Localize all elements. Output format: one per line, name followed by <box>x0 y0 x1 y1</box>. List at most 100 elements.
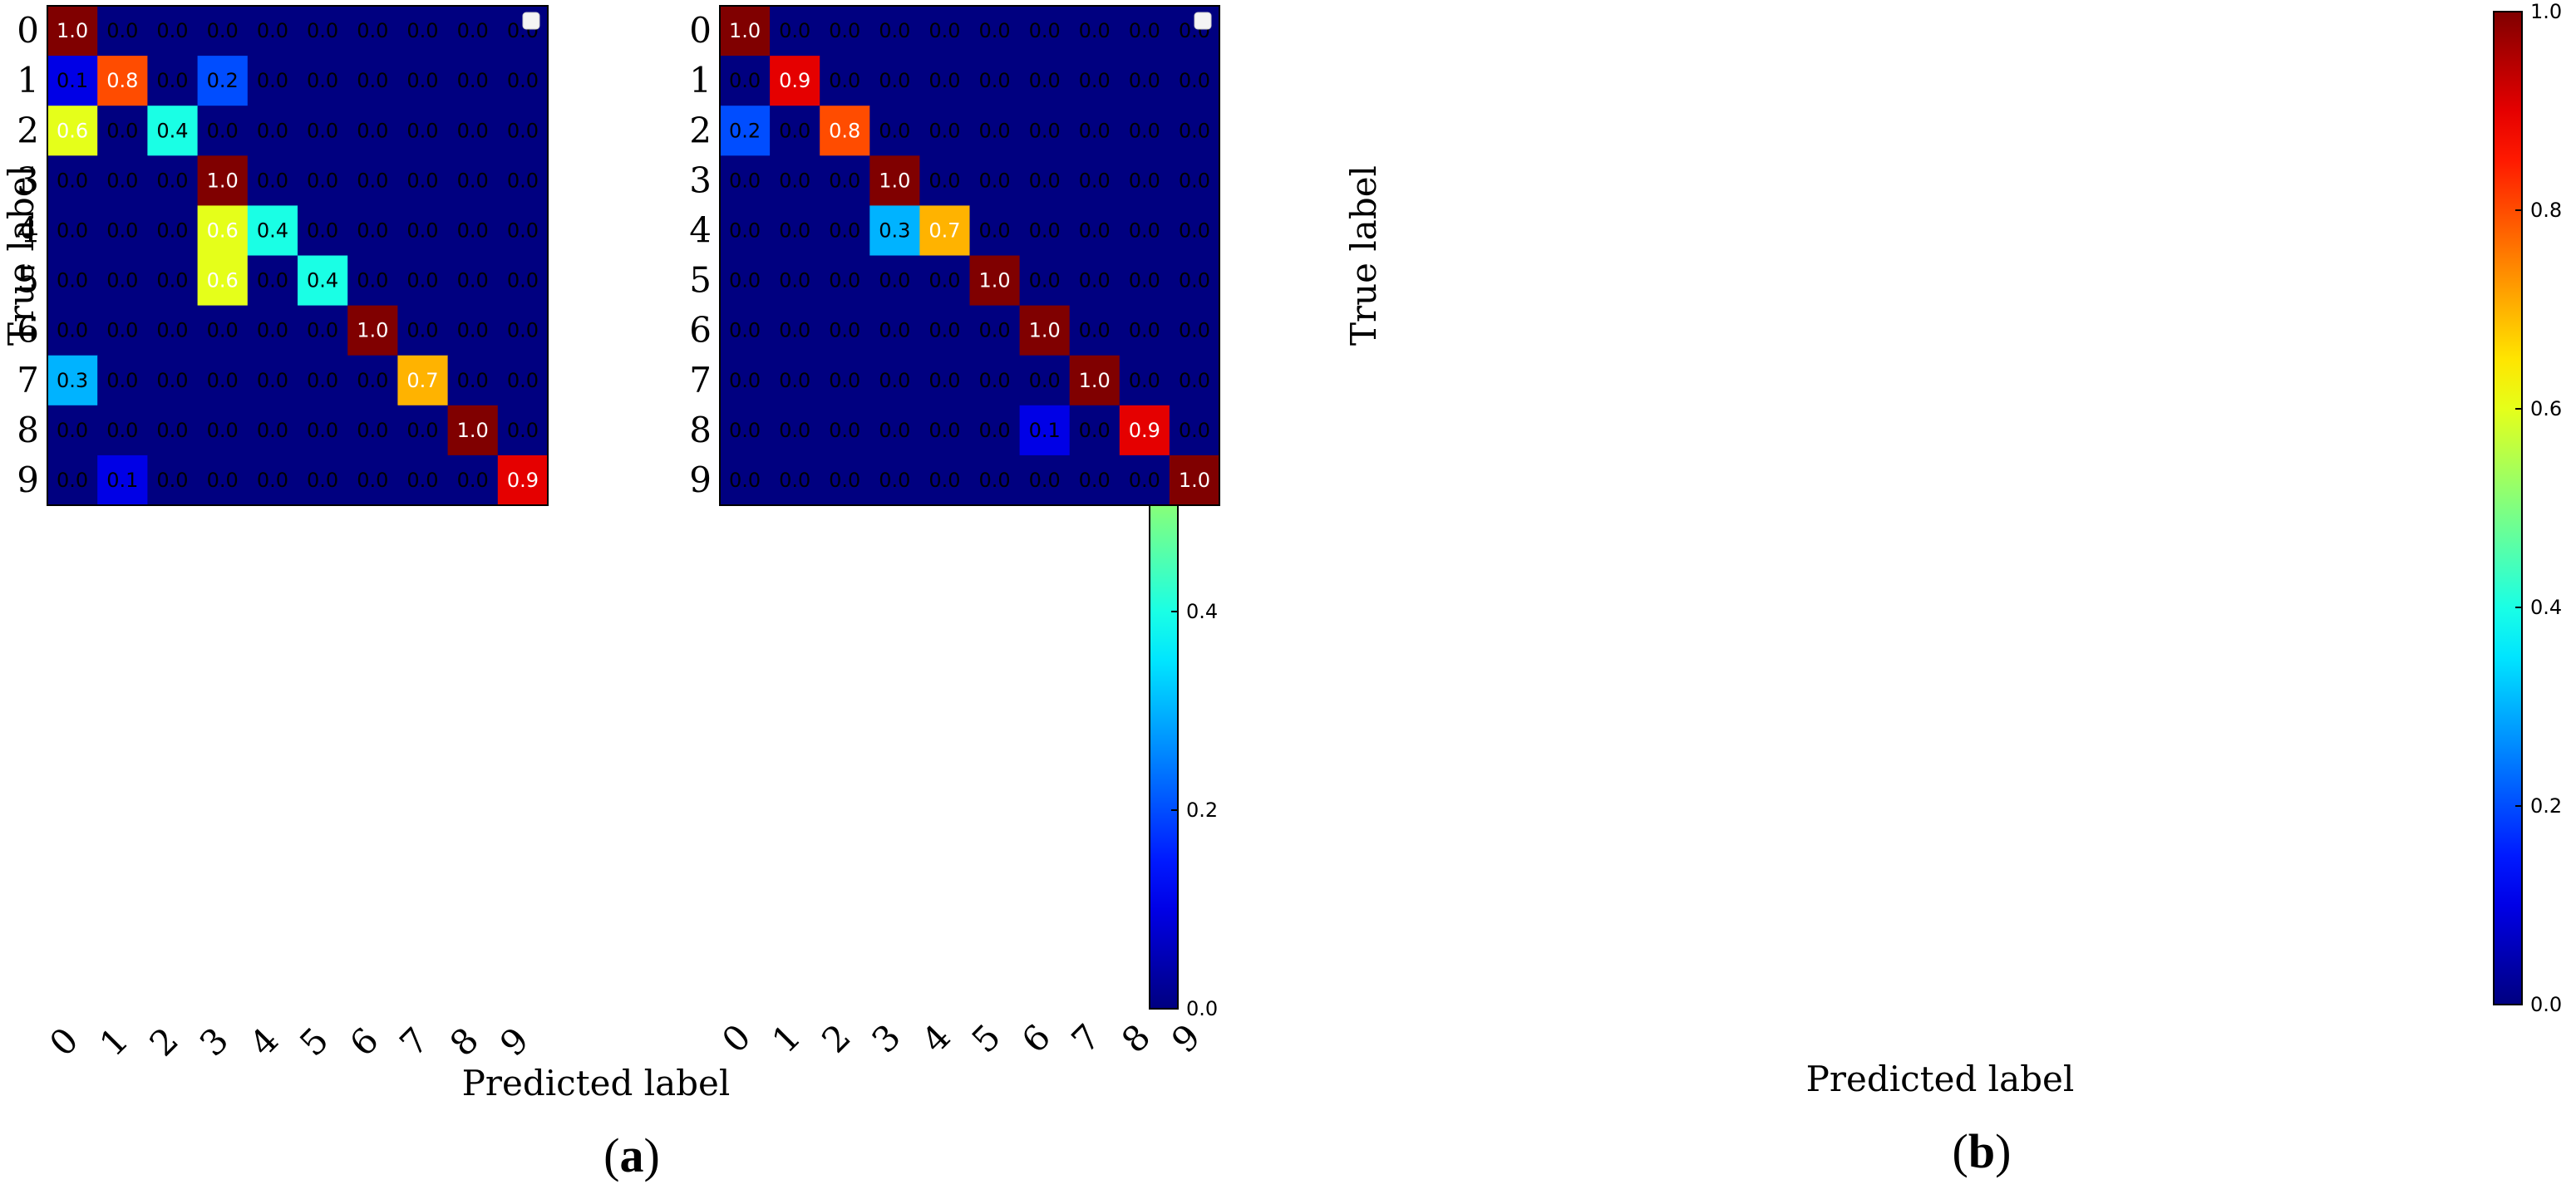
heatmap-cell <box>1119 305 1170 356</box>
cell-value-label: 0.7 <box>406 369 438 392</box>
cell-value-label: 0.0 <box>307 369 338 392</box>
cell-value-label: 0.0 <box>879 19 910 42</box>
cell-value-label: 0.0 <box>106 269 138 292</box>
cell-value-label: 0.0 <box>1179 269 1210 292</box>
heatmap-cell <box>969 6 1021 57</box>
cell-value-label: 0.0 <box>1029 69 1061 92</box>
cell-value-label: 0.0 <box>207 119 239 142</box>
heatmap-cell <box>298 106 348 156</box>
heatmap-cell <box>247 6 298 57</box>
heatmap-cell <box>820 355 870 406</box>
cell-value-label: 0.4 <box>307 269 338 292</box>
cell-value-label: 0.0 <box>307 119 338 142</box>
cell-value-label: 0.0 <box>1029 119 1061 142</box>
heatmap-cell <box>770 305 820 356</box>
heatmap-cell <box>397 405 449 456</box>
heatmap-cell <box>820 255 870 307</box>
heatmap-cell <box>347 305 398 356</box>
heatmap-cell <box>969 155 1021 206</box>
cell-value-label: 0.0 <box>1129 69 1160 92</box>
heatmap-cell <box>447 255 499 307</box>
cell-value-label: 0.0 <box>978 369 1010 392</box>
cell-value-label: 0.0 <box>257 419 288 442</box>
heatmap-cell <box>47 205 98 257</box>
cell-value-label: 0.0 <box>507 319 539 342</box>
cell-value-label: 0.3 <box>57 369 88 392</box>
heatmap-cell <box>247 56 298 106</box>
cell-value-label: 0.0 <box>779 469 810 492</box>
x-tick-label: 5 <box>964 1016 1009 1061</box>
colorbar-tick-label: 0.6 <box>2530 397 2562 420</box>
plot-frame <box>719 5 1220 506</box>
heatmap-cell <box>919 455 971 506</box>
heatmap-cell <box>47 106 98 156</box>
cell-value-label: 0.0 <box>978 219 1010 242</box>
heatmap-cell <box>497 56 549 106</box>
heatmap-cell <box>298 355 348 406</box>
cell-value-label: 0.0 <box>257 69 288 92</box>
heatmap-cell <box>1069 106 1121 156</box>
cell-value-label: 0.1 <box>106 469 138 492</box>
cell-value-label: 0.0 <box>357 119 388 142</box>
cell-value-label: 0.0 <box>457 269 489 292</box>
heatmap-cell <box>720 405 771 456</box>
cell-value-label: 0.0 <box>457 19 489 42</box>
cell-value-label: 0.0 <box>879 469 910 492</box>
heatmap-cell <box>497 106 549 156</box>
heatmap-cell <box>147 355 199 406</box>
cell-value-label: 0.0 <box>829 319 860 342</box>
cell-value-label: 0.0 <box>729 69 761 92</box>
plot-frame <box>47 5 549 506</box>
heatmap-cell <box>720 56 771 106</box>
cell-value-label: 0.6 <box>57 119 88 142</box>
cell-value-label: 0.3 <box>879 219 910 242</box>
cell-value-label: 0.0 <box>1029 269 1061 292</box>
cell-value-label: 0.4 <box>156 119 188 142</box>
heatmap-cell <box>820 106 870 156</box>
cell-value-label: 0.0 <box>1179 419 1210 442</box>
y-tick-label: 2 <box>689 110 712 150</box>
cell-value-label: 0.0 <box>1129 119 1160 142</box>
cell-value-label: 0.0 <box>507 219 539 242</box>
panel-label-open-paren: ( <box>603 1128 619 1182</box>
heatmap-cell <box>720 155 771 206</box>
y-tick-label: 7 <box>17 360 39 401</box>
cell-value-label: 0.0 <box>106 19 138 42</box>
cell-value-label: 0.0 <box>779 419 810 442</box>
cell-value-label: 0.0 <box>357 19 388 42</box>
cell-value-label: 0.0 <box>1129 219 1160 242</box>
heatmap-cell <box>1119 155 1170 206</box>
x-tick-label: 1 <box>764 1016 809 1061</box>
heatmap-cell <box>97 355 148 406</box>
cell-value-label: 0.0 <box>357 369 388 392</box>
cell-value-label: 0.0 <box>257 319 288 342</box>
cell-value-label: 0.0 <box>156 269 188 292</box>
cell-value-label: 0.0 <box>729 419 761 442</box>
heatmap-cell <box>197 56 249 106</box>
heatmap-cell <box>770 255 820 307</box>
heatmap-cell <box>97 205 148 257</box>
y-tick-label: 6 <box>17 310 39 351</box>
heatmap-cell <box>97 6 148 57</box>
cell-value-label: 0.0 <box>357 469 388 492</box>
heatmap-cell <box>919 6 971 57</box>
x-tick-label: 7 <box>1064 1016 1109 1061</box>
cell-value-label: 0.0 <box>156 69 188 92</box>
cell-value-label: 1.0 <box>1079 369 1111 392</box>
heatmap-cell <box>770 405 820 456</box>
x-tick-label: 5 <box>292 1020 337 1064</box>
heatmap-cell <box>347 56 398 106</box>
cell-value-label: 0.0 <box>257 169 288 192</box>
cell-value-label: 0.0 <box>1079 269 1111 292</box>
heatmap-cell <box>869 405 920 456</box>
heatmap-cell <box>47 405 98 456</box>
cell-value-label: 0.0 <box>156 319 188 342</box>
heatmap-cell <box>919 355 971 406</box>
heatmap-cell <box>820 155 870 206</box>
cell-value-label: 1.0 <box>207 169 239 192</box>
cell-value-label: 0.0 <box>829 169 860 192</box>
cell-value-label: 0.0 <box>729 319 761 342</box>
heatmap-cell <box>869 155 920 206</box>
cell-value-label: 0.0 <box>1129 319 1160 342</box>
